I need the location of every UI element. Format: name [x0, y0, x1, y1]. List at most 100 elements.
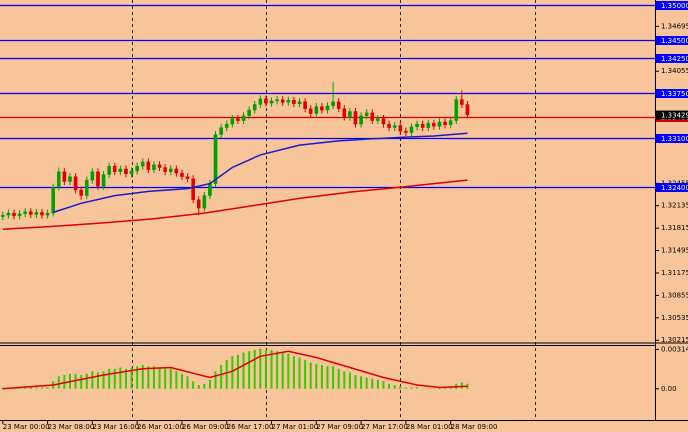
candle-body [157, 164, 162, 168]
y-tick-label: 1.34055 [661, 67, 688, 75]
histogram-bar [124, 368, 127, 389]
candle-body [118, 168, 123, 172]
x-tick-label: 23 Mar 16:00 [92, 423, 139, 431]
candle-body [454, 99, 459, 121]
candle-body [342, 108, 347, 118]
candle-body [96, 171, 100, 187]
histogram-bar [214, 371, 217, 389]
histogram-bar [197, 385, 200, 389]
candle-body [252, 104, 257, 111]
price-label: 1.35000 [661, 2, 688, 10]
histogram-bar [360, 376, 363, 389]
candle-body [359, 115, 363, 125]
price-label: 1.33100 [661, 135, 688, 143]
histogram-bar [203, 383, 206, 389]
candle-body [370, 112, 375, 121]
candle-body [320, 106, 324, 111]
histogram-bar [270, 350, 273, 389]
histogram-bar [276, 351, 279, 389]
histogram-bar [337, 368, 340, 389]
histogram-bar [248, 351, 251, 389]
line [2, 350, 468, 390]
candle-body [398, 125, 403, 132]
histogram-bar [242, 352, 245, 389]
candle-body [191, 178, 195, 200]
candle-body [348, 111, 352, 118]
candle-body [437, 121, 442, 127]
price-label-box [656, 183, 688, 192]
candle-body [219, 127, 223, 135]
histogram-bar [427, 388, 430, 390]
histogram-bar [404, 387, 407, 389]
histogram-bar [169, 368, 172, 389]
y-tick-label: 1.30535 [661, 314, 688, 322]
histogram-bar [40, 387, 43, 389]
candle-body [460, 99, 464, 105]
histogram-bar [259, 348, 262, 389]
y-tick-label: 1.32135 [661, 202, 688, 210]
histogram-bar [35, 387, 38, 389]
line [52, 132, 468, 214]
price-label-box [656, 54, 688, 63]
histogram-bar [12, 388, 15, 390]
candle-body [224, 123, 229, 128]
x-tick-label: 28 Mar 01:00 [406, 423, 453, 431]
candle-body [163, 167, 167, 172]
x-tick-label: 28 Mar 09:00 [451, 423, 498, 431]
y-tick-label: 1.30855 [661, 291, 688, 299]
histogram-bar [225, 360, 228, 389]
histogram-bar [96, 372, 99, 389]
histogram-bar [24, 387, 27, 389]
histogram-bar [371, 378, 374, 389]
price-label: 1.34250 [661, 55, 688, 63]
histogram-bar [309, 362, 312, 389]
candle-body [101, 174, 106, 187]
candle-body [12, 212, 16, 217]
candle-body [448, 120, 453, 125]
candle-body [275, 99, 279, 102]
candle-body [336, 101, 341, 109]
candle-body [129, 170, 134, 175]
histogram-bar [180, 373, 183, 389]
candle-body [325, 105, 330, 111]
histogram-bar [220, 365, 223, 389]
price-label-box [656, 1, 688, 10]
candle-body [308, 108, 313, 114]
histogram-bar [416, 387, 419, 389]
histogram-bar [460, 382, 463, 389]
candle-body [426, 123, 431, 128]
candle-body [174, 168, 179, 174]
candle-body [376, 118, 380, 121]
candle-body [292, 100, 296, 104]
candle-body [140, 161, 145, 167]
candle-body [258, 98, 263, 105]
histogram-bar [119, 367, 122, 389]
histogram-bar [304, 360, 307, 389]
candle-body [6, 212, 11, 216]
histogram-bar [29, 387, 32, 389]
histogram-bar [432, 388, 435, 390]
candle-body [84, 179, 89, 196]
histogram-bar [348, 372, 351, 389]
candle-body [107, 165, 111, 175]
last-price-label: 1.33429 [661, 112, 688, 120]
histogram-bar [399, 386, 402, 389]
main-panel [0, 4, 655, 230]
x-tick-label: 26 Mar 17:00 [227, 423, 274, 431]
candle-body [73, 176, 78, 191]
candle-body [392, 125, 397, 128]
histogram-bar [343, 371, 346, 389]
candle-body [68, 176, 72, 182]
candle-body [331, 101, 335, 107]
candle-body [286, 100, 291, 103]
histogram-bar [444, 387, 447, 389]
x-tick-label: 23 Mar 08:00 [48, 423, 95, 431]
candle-body [0, 214, 5, 217]
histogram-bar [102, 371, 105, 389]
histogram-bar [152, 366, 155, 389]
x-tick-label: 26 Mar 01:00 [137, 423, 184, 431]
candle-body [152, 164, 156, 170]
histogram-bar [164, 368, 167, 389]
x-tick-label: 27 Mar 09:00 [316, 423, 363, 431]
histogram-bar [231, 356, 234, 389]
